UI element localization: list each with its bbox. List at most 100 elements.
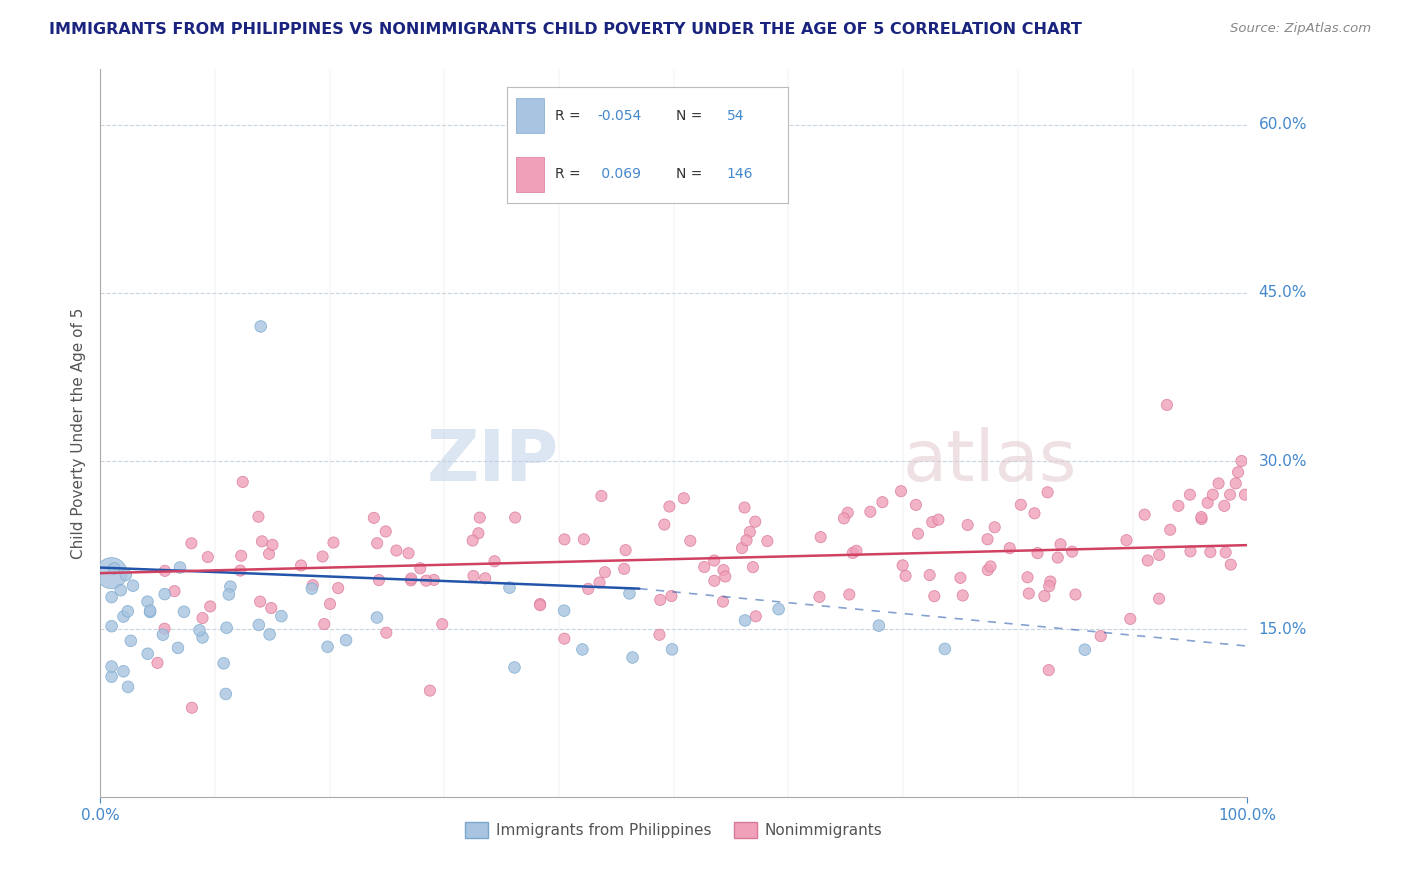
Point <box>415 574 437 588</box>
Point <box>112 609 135 624</box>
Point <box>672 491 695 506</box>
Point <box>738 524 761 539</box>
Point <box>1024 506 1046 520</box>
Y-axis label: Child Poverty Under the Age of 5: Child Poverty Under the Age of 5 <box>72 308 86 558</box>
Point <box>399 572 422 586</box>
Point <box>173 605 195 619</box>
Point <box>949 571 972 585</box>
Point <box>1178 488 1201 502</box>
Point <box>1033 589 1056 603</box>
Point <box>212 657 235 671</box>
Point <box>1167 499 1189 513</box>
Point <box>1159 523 1181 537</box>
Point <box>467 526 489 541</box>
Point <box>832 511 855 525</box>
Point <box>375 625 398 640</box>
Point <box>1215 545 1237 559</box>
Point <box>1046 550 1069 565</box>
Point <box>301 582 323 596</box>
Point <box>998 541 1021 556</box>
Point <box>247 618 270 632</box>
Point <box>232 475 254 489</box>
Point <box>215 687 238 701</box>
Point <box>1219 488 1241 502</box>
Point <box>588 575 610 590</box>
Point <box>1180 544 1202 558</box>
Point <box>191 611 214 625</box>
Point <box>218 587 240 601</box>
Point <box>153 587 176 601</box>
Point <box>259 627 281 641</box>
Point <box>572 533 595 547</box>
Point <box>859 505 882 519</box>
Point <box>1133 508 1156 522</box>
Point <box>368 573 391 587</box>
Point <box>703 574 725 588</box>
Point <box>409 561 432 575</box>
Point <box>731 541 754 555</box>
Point <box>301 578 323 592</box>
Point <box>745 609 768 624</box>
Point <box>100 619 122 633</box>
Legend: Immigrants from Philippines, Nonimmigrants: Immigrants from Philippines, Nonimmigran… <box>458 816 889 845</box>
Text: atlas: atlas <box>903 426 1077 496</box>
Point <box>924 589 946 603</box>
Point <box>1225 476 1247 491</box>
Point <box>115 568 138 582</box>
Point <box>1202 488 1225 502</box>
Point <box>247 509 270 524</box>
Point <box>1119 612 1142 626</box>
Text: 30.0%: 30.0% <box>1258 453 1308 468</box>
Point <box>614 543 637 558</box>
Point <box>648 628 671 642</box>
Point <box>891 558 914 573</box>
Point <box>215 621 238 635</box>
Point <box>768 602 790 616</box>
Point <box>1156 398 1178 412</box>
Point <box>679 533 702 548</box>
Point <box>734 500 756 515</box>
Point <box>122 579 145 593</box>
Point <box>1136 553 1159 567</box>
Point <box>890 484 912 499</box>
Point <box>661 589 683 603</box>
Point <box>934 641 956 656</box>
Point <box>100 670 122 684</box>
Point <box>571 642 593 657</box>
Point <box>921 515 943 529</box>
Point <box>110 583 132 598</box>
Point <box>100 659 122 673</box>
Point <box>650 593 672 607</box>
Point <box>1230 454 1253 468</box>
Point <box>711 594 734 608</box>
Point <box>1038 663 1060 677</box>
Point <box>1197 496 1219 510</box>
Point <box>100 590 122 604</box>
Point <box>188 624 211 638</box>
Point <box>474 571 496 585</box>
Point <box>153 622 176 636</box>
Point <box>1017 570 1039 584</box>
Point <box>894 569 917 583</box>
Point <box>838 587 860 601</box>
Point <box>1219 558 1241 572</box>
Point <box>191 631 214 645</box>
Point <box>837 506 859 520</box>
Point <box>1147 548 1170 562</box>
Point <box>658 500 681 514</box>
Point <box>146 656 169 670</box>
Point <box>810 530 832 544</box>
Point <box>100 566 122 581</box>
Point <box>197 550 219 565</box>
Point <box>927 513 949 527</box>
Point <box>1018 586 1040 600</box>
Point <box>553 604 575 618</box>
Point <box>977 563 1000 577</box>
Point <box>980 559 1002 574</box>
Point <box>742 560 765 574</box>
Point <box>260 601 283 615</box>
Point <box>399 574 422 588</box>
Point <box>1199 545 1222 559</box>
Point <box>529 597 551 611</box>
Point <box>322 535 344 549</box>
